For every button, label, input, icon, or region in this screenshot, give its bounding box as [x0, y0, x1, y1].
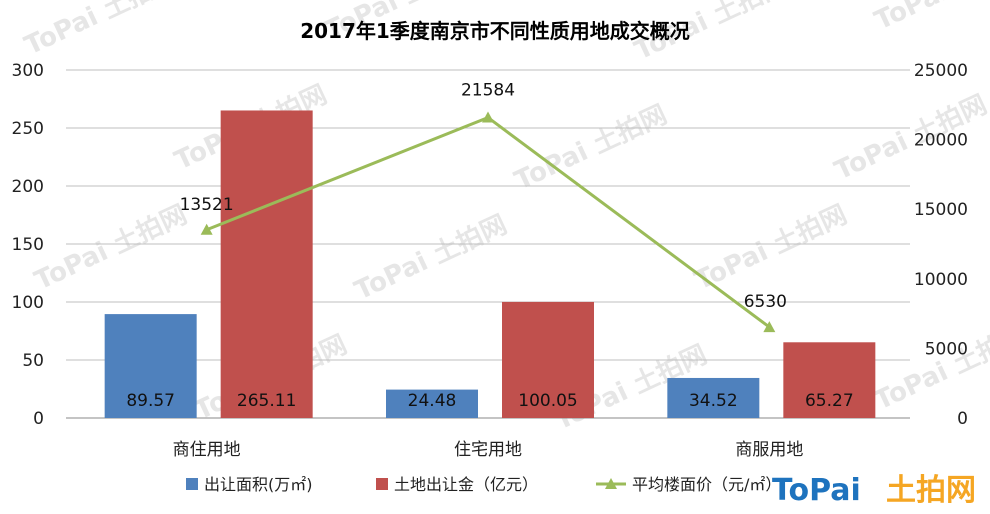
right-tick-label: 20000	[914, 131, 968, 151]
legend-swatch	[376, 478, 388, 490]
left-tick-label: 250	[12, 119, 44, 139]
brand-logo: ToPai 土拍网	[772, 473, 976, 508]
left-tick-label: 200	[12, 177, 44, 197]
bar	[502, 301, 594, 418]
right-axis: 0 5000 10000 15000 20000 25000	[914, 61, 968, 429]
brand-logo-text: ToPai	[772, 473, 861, 508]
bar	[386, 389, 478, 418]
chart-title: 2017年1季度南京市不同性质用地成交概况	[300, 19, 690, 43]
left-tick-label: 150	[12, 235, 44, 255]
line-data-label: 13521	[180, 195, 234, 215]
left-tick-label: 50	[22, 351, 44, 371]
right-tick-label: 0	[957, 409, 968, 429]
legend-label: 平均楼面价（元/㎡）	[632, 475, 781, 494]
legend-marker	[605, 478, 617, 489]
line-series: 13521 21584 6530	[180, 81, 787, 333]
left-tick-label: 100	[12, 293, 44, 313]
legend: 出让面积(万㎡) 土地出让金（亿元） 平均楼面价（元/㎡）	[186, 475, 781, 494]
legend-label: 土地出让金（亿元）	[394, 475, 538, 494]
line-point	[482, 111, 494, 123]
line-data-label: 21584	[461, 81, 515, 101]
category-axis: 商住用地 住宅用地 商服用地	[173, 440, 804, 460]
bar-data-label: 100.05	[518, 391, 577, 411]
legend-label: 出让面积(万㎡)	[204, 475, 313, 494]
bar-series: 89.57 24.48 34.52 265.11 100.05 65.27	[104, 110, 876, 418]
right-tick-label: 15000	[914, 200, 968, 220]
right-tick-label: 25000	[914, 61, 968, 81]
bar-data-label: 65.27	[805, 391, 854, 411]
bar	[667, 377, 760, 418]
line-data-label: 6530	[744, 292, 787, 312]
category-label: 商住用地	[173, 440, 241, 460]
bar	[104, 314, 197, 418]
bar	[220, 110, 313, 418]
left-tick-label: 300	[12, 61, 44, 81]
line-point	[200, 223, 213, 235]
bar-data-label: 89.57	[126, 391, 175, 411]
category-label: 商服用地	[735, 440, 803, 460]
line-point	[763, 321, 776, 333]
left-axis: 0 50 100 150 200 250 300	[12, 61, 44, 429]
bar-data-label: 24.48	[408, 391, 457, 411]
legend-swatch	[186, 478, 198, 490]
left-tick-label: 0	[33, 409, 44, 429]
category-label: 住宅用地	[454, 440, 522, 460]
gridlines	[66, 69, 910, 419]
bar-data-label: 265.11	[237, 391, 296, 411]
right-tick-label: 10000	[914, 270, 968, 290]
bar-data-label: 34.52	[689, 391, 738, 411]
bar	[783, 342, 876, 418]
right-tick-label: 5000	[925, 339, 968, 359]
brand-name-text: 土拍网	[886, 473, 976, 508]
